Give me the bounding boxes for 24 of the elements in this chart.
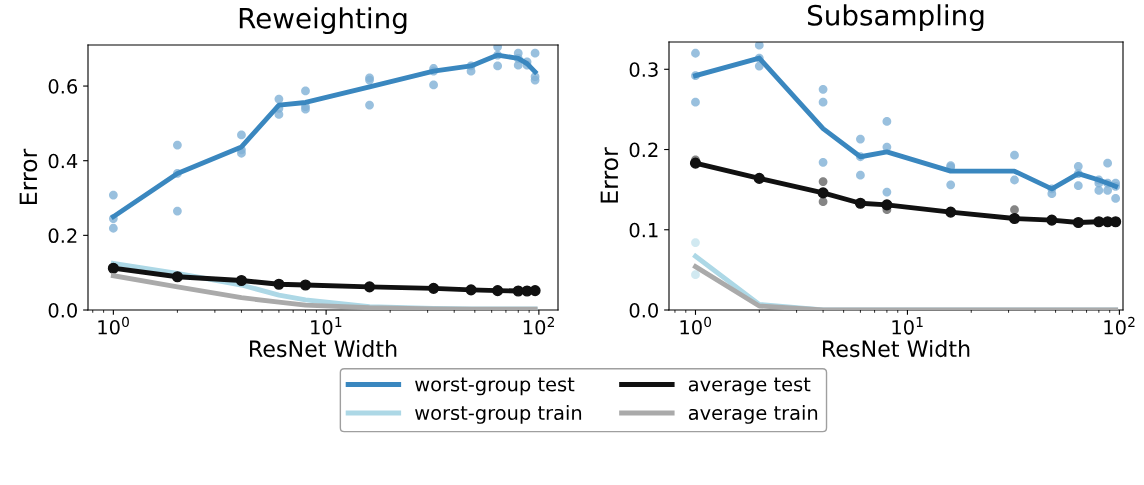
y-tick-label: 0.1 xyxy=(629,222,658,238)
y-tick-label: 0.6 xyxy=(48,79,78,94)
y-tick-label: 0.3 xyxy=(629,62,658,77)
x-tick-label: 10$^{2}$ xyxy=(1104,316,1135,335)
x-tick-label: 10$^{0}$ xyxy=(98,316,129,335)
chart-title: Subsampling xyxy=(807,4,984,32)
x-axis-title: ResNet Width xyxy=(823,339,970,358)
legend-label: average test xyxy=(688,377,811,396)
y-tick-label: 0.0 xyxy=(48,302,77,318)
legend-label: worst-group test xyxy=(415,377,575,396)
y-axis-title: Error xyxy=(19,148,38,204)
y-tick-label: 0.2 xyxy=(629,142,658,158)
y-tick-label: 0.4 xyxy=(48,153,78,169)
x-tick-label: 10$^{1}$ xyxy=(311,317,342,335)
x-tick-label: 10$^{1}$ xyxy=(892,317,923,335)
x-axis-title: ResNet Width xyxy=(250,339,397,358)
y-tick-label: 0.0 xyxy=(629,302,658,318)
legend-label: average train xyxy=(688,405,818,424)
y-axis-title: Error xyxy=(600,147,619,203)
x-tick-label: 10$^{0}$ xyxy=(680,316,712,335)
chart-title: Reweighting xyxy=(239,7,407,35)
y-tick-label: 0.2 xyxy=(48,228,77,244)
x-tick-label: 10$^{2}$ xyxy=(523,316,554,335)
legend-label: worst-group train xyxy=(415,405,582,424)
